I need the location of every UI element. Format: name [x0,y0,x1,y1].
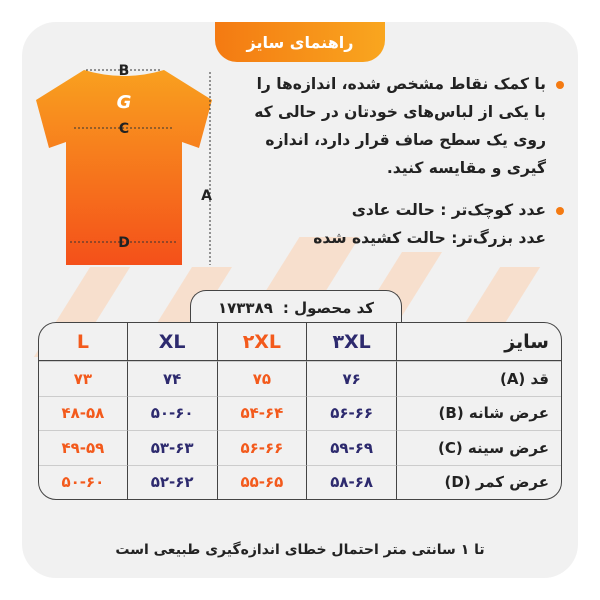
page-title: راهنمای سایز [215,22,385,62]
product-code: کد محصول : ۱۷۳۳۸۹ [190,290,402,324]
table-row: قد (A) ۷۶ ۷۵ ۷۴ ۷۳ [39,361,561,396]
cell: ۵۶-۶۶ [306,395,396,430]
tshirt-shape [36,70,212,265]
size-l: L [39,323,127,361]
size-table: سایز ۳XL ۲XL XL L قد (A) ۷۶ ۷۵ ۷۴ ۷۳ عرض… [38,322,562,500]
table-row: عرض سینه (C) ۵۹-۶۹ ۵۶-۶۶ ۵۳-۶۳ ۴۹-۵۹ [39,430,561,465]
footer-note: تا ۱ سانتی متر احتمال خطای اندازه‌گیری ط… [115,542,485,558]
product-code-label: کد محصول : [282,298,375,317]
table-header-row: سایز ۳XL ۲XL XL L [39,323,561,361]
table-row: عرض شانه (B) ۵۶-۶۶ ۵۴-۶۴ ۵۰-۶۰ ۴۸-۵۸ [39,395,561,431]
product-code-value: ۱۷۳۳۸۹ [217,298,273,317]
cell: ۷۵ [216,361,307,396]
instruction-bullet-1: با کمک نقاط مشخص شده، اندازه‌ها را با یک… [244,70,564,182]
label-d: D [118,235,130,251]
size-2xl: ۲XL [216,323,307,361]
cell: ۵۰-۶۰ [126,395,217,430]
table-row: عرض کمر (D) ۵۸-۶۸ ۵۵-۶۵ ۵۲-۶۲ ۵۰-۶۰ [39,464,561,500]
cell: ۵۴-۶۴ [216,395,307,430]
size-guide-card: راهنمای سایز G B C D A با کمک نقاط مشخص … [22,22,578,578]
cell: ۵۳-۶۳ [126,430,217,465]
cell: ۵۶-۶۶ [216,430,307,465]
cell: ۴۸-۵۸ [39,395,127,431]
cell: ۵۹-۶۹ [306,430,396,465]
cell: ۵۵-۶۵ [216,464,307,499]
cell: ۷۳ [39,361,127,396]
row-label: عرض سینه (C) [396,430,561,465]
instructions: با کمک نقاط مشخص شده، اندازه‌ها را با یک… [244,70,564,252]
instruction-bullet-2-line-2: عدد بزرگ‌تر: حالت کشیده شده [313,229,546,247]
cell: ۷۶ [306,361,396,396]
label-a: A [201,188,212,204]
cell: ۴۹-۵۹ [39,430,127,465]
label-c: C [119,121,129,137]
row-label: عرض شانه (B) [396,395,561,430]
tshirt-diagram: G B C D A [36,63,212,265]
cell: ۵۲-۶۲ [126,464,217,499]
size-3xl: ۳XL [306,323,396,361]
size-xl: XL [126,323,217,361]
cell: ۵۸-۶۸ [306,464,396,499]
instruction-bullet-2: عدد کوچک‌تر : حالت عادی [244,196,564,224]
row-label: قد (A) [396,361,561,396]
cell: ۷۴ [126,361,217,396]
row-label: عرض کمر (D) [396,464,561,499]
label-b: B [119,63,130,79]
size-header-label: سایز [396,323,561,361]
logo-icon: G [117,92,132,113]
cell: ۵۰-۶۰ [39,464,127,500]
